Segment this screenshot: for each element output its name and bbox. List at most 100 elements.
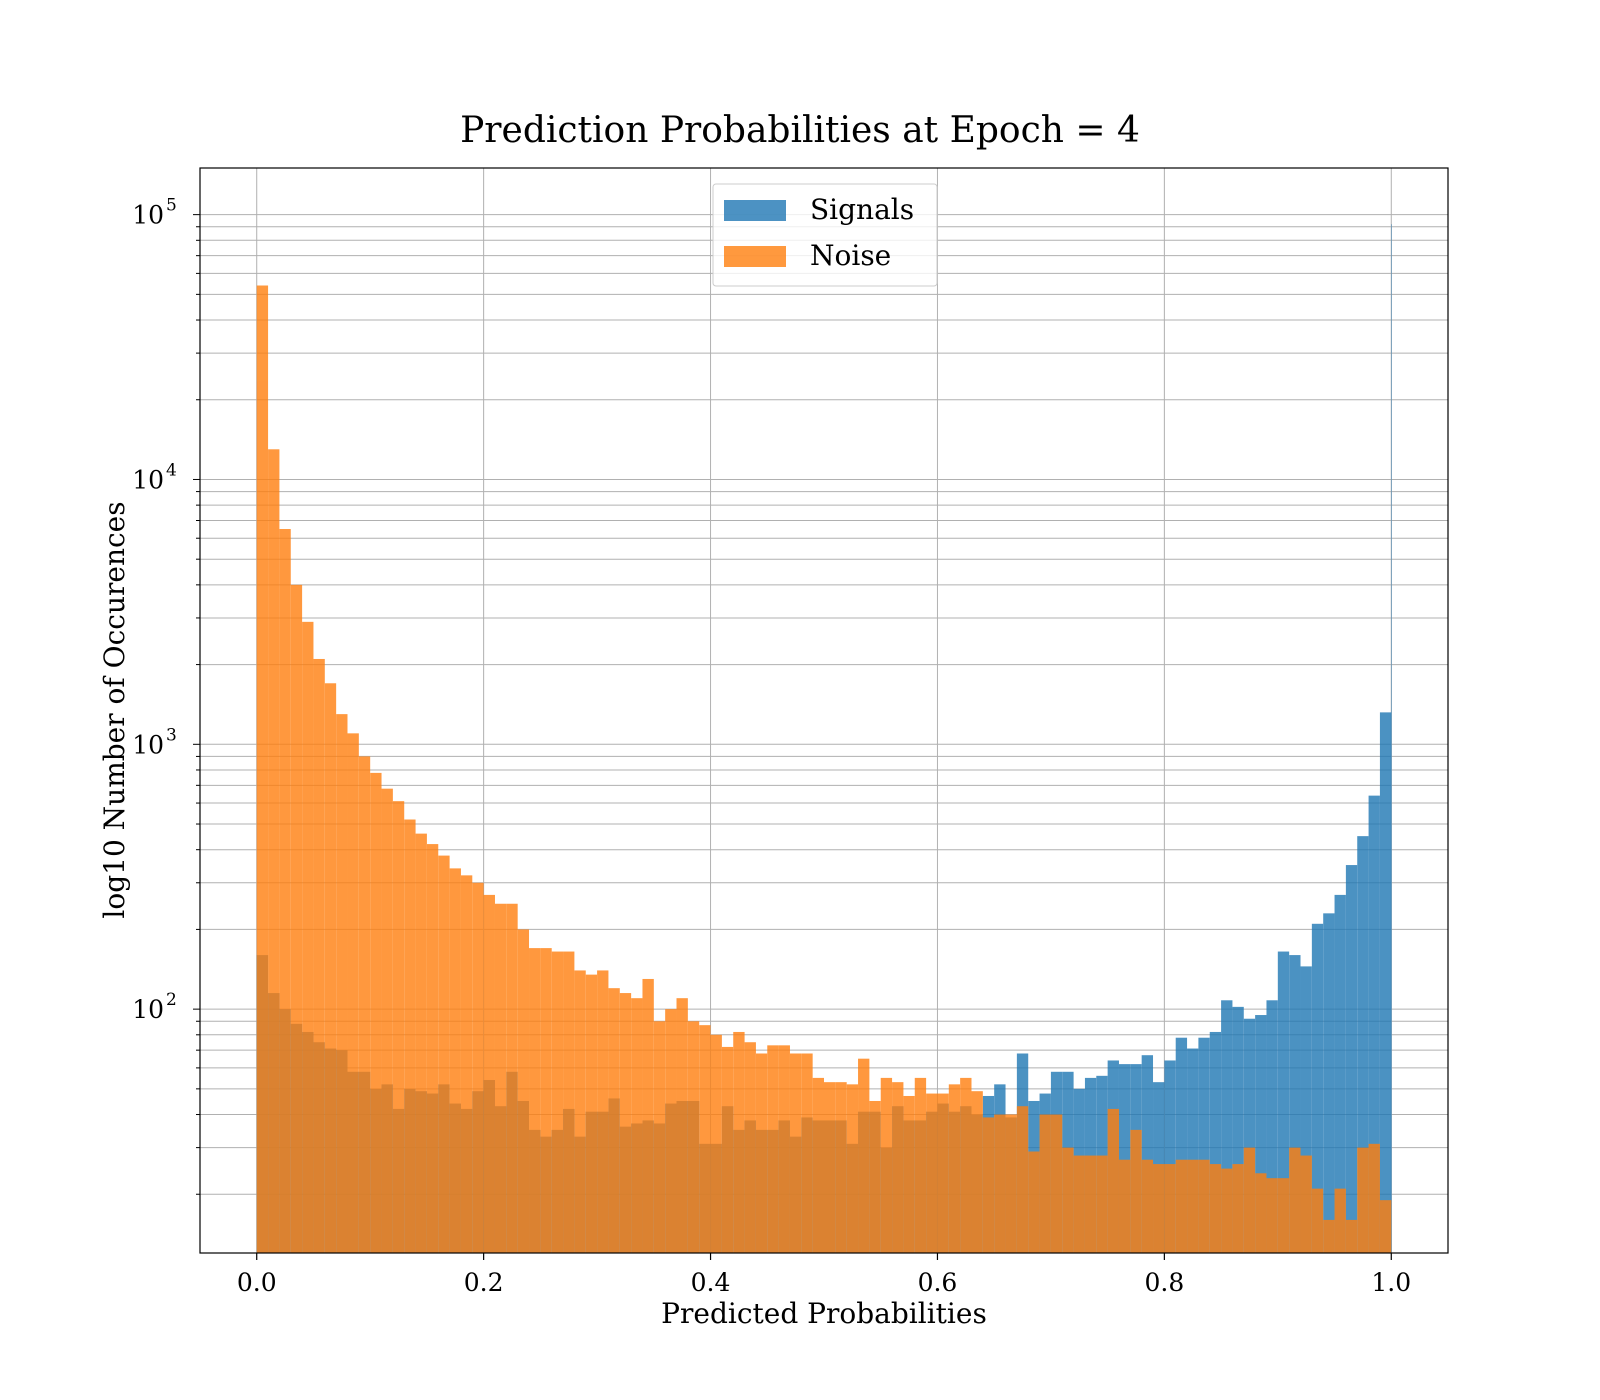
plot-frame (199, 167, 1449, 1254)
histogram-bar (1153, 1164, 1165, 1253)
histogram-bar (1118, 1159, 1131, 1253)
y-tick-label: 10 (132, 730, 164, 759)
histogram-bar (1062, 1147, 1074, 1253)
histogram-bar (1209, 1031, 1222, 1253)
histogram-bar (1323, 1219, 1335, 1253)
histogram-bar (710, 1034, 722, 1253)
histogram-bar (1243, 1147, 1256, 1253)
x-tick-label: 1.0 (1371, 1268, 1411, 1297)
histogram-bar (302, 621, 314, 1253)
histogram-bar (1334, 894, 1346, 1253)
histogram-bar (1368, 795, 1380, 1253)
histogram-bar (1050, 1114, 1063, 1253)
histogram-bar (585, 974, 598, 1253)
histogram-bar (767, 1045, 779, 1253)
histogram-bar (551, 951, 564, 1253)
histogram-bar (1096, 1155, 1108, 1253)
histogram-bar (574, 970, 586, 1253)
histogram-bar (1368, 1143, 1380, 1253)
histogram-bar (336, 714, 348, 1253)
histogram-bar (1255, 1173, 1267, 1253)
histogram-bar (1300, 966, 1312, 1253)
histogram-bar (1198, 1037, 1210, 1253)
histogram-bar (1232, 1006, 1244, 1253)
histogram-bar (1266, 1178, 1278, 1253)
histogram-bar (1357, 1147, 1369, 1253)
x-tick-label: 0.0 (237, 1268, 277, 1297)
histogram-bar (279, 529, 291, 1253)
x-tick-label: 0.2 (464, 1268, 504, 1297)
y-tick-label: 10 (132, 465, 164, 494)
histogram-bar (721, 1046, 734, 1253)
histogram-bar (892, 1082, 904, 1253)
histogram-bar (1039, 1114, 1051, 1253)
histogram-bar (1323, 913, 1335, 1253)
histogram-bar (1084, 1155, 1097, 1253)
histogram-bar (1345, 865, 1358, 1253)
histogram-bar (438, 855, 450, 1253)
x-tick-label: 0.4 (691, 1268, 731, 1297)
histogram-bar (994, 1114, 1006, 1253)
chart-title: Prediction Probabilities at Epoch = 4 (460, 110, 1140, 151)
histogram-bar (903, 1095, 915, 1253)
series-noise (256, 285, 1392, 1253)
histogram-bar (1164, 1060, 1176, 1253)
y-tick-exponent: 2 (166, 990, 177, 1010)
histogram-bar (1255, 1015, 1267, 1253)
histogram-bar (880, 1077, 893, 1253)
histogram-bar (494, 903, 507, 1253)
histogram-bar (460, 875, 473, 1253)
histogram-bar (1141, 1159, 1154, 1253)
histogram-bar (1300, 1155, 1312, 1253)
y-tick-label: 10 (132, 201, 164, 230)
histogram-bar (755, 1053, 768, 1253)
histogram-bar (256, 285, 269, 1253)
histogram-bar (1221, 1168, 1233, 1253)
histogram-bar (948, 1084, 961, 1253)
bars-layer (256, 224, 1392, 1254)
legend-swatch-noise (724, 246, 786, 267)
legend-label-noise: Noise (810, 239, 891, 272)
y-tick-label: 10 (132, 995, 164, 1024)
histogram-bar (789, 1053, 802, 1253)
histogram-bar (1289, 955, 1301, 1253)
histogram-bar (801, 1053, 813, 1253)
histogram-bar (608, 988, 620, 1253)
histogram-bar (937, 1093, 949, 1253)
histogram-bar (415, 833, 427, 1253)
histogram-bar (1028, 1151, 1040, 1253)
histogram-bar (358, 756, 371, 1253)
histogram-bar (540, 948, 552, 1253)
histogram-bar (472, 882, 484, 1253)
histogram-bar (1073, 1155, 1085, 1253)
legend-label-signals: Signals (810, 193, 914, 226)
histogram-bar (1198, 1159, 1210, 1253)
histogram-bar (1345, 1219, 1358, 1253)
histogram-bar (914, 1077, 927, 1253)
y-tick-exponent: 4 (166, 460, 177, 480)
histogram-bar (1005, 1114, 1017, 1253)
histogram-bar (1175, 1037, 1188, 1253)
histogram-bar (1118, 1064, 1131, 1253)
histogram-bar (1379, 1200, 1392, 1253)
histogram-bar (313, 658, 325, 1253)
histogram-bar (631, 998, 643, 1253)
histogram-bar (665, 1009, 677, 1253)
histogram-bar (290, 584, 303, 1253)
histogram-bar (506, 903, 518, 1253)
x-tick-label: 0.8 (1144, 1268, 1184, 1297)
histogram-bar (687, 1021, 700, 1253)
histogram-bar (392, 801, 405, 1253)
histogram-bar (982, 1117, 995, 1253)
histogram-bar (370, 772, 382, 1253)
histogram-bar (449, 868, 461, 1253)
histogram-bar (563, 951, 575, 1253)
histogram-bar (529, 948, 541, 1253)
histogram-bar (744, 1042, 756, 1253)
histogram-bar (1289, 1147, 1301, 1253)
histogram-bar (1187, 1048, 1199, 1253)
histogram-bar (1311, 1188, 1324, 1253)
histogram-bar (483, 894, 495, 1253)
histogram-bar (1243, 1018, 1256, 1253)
